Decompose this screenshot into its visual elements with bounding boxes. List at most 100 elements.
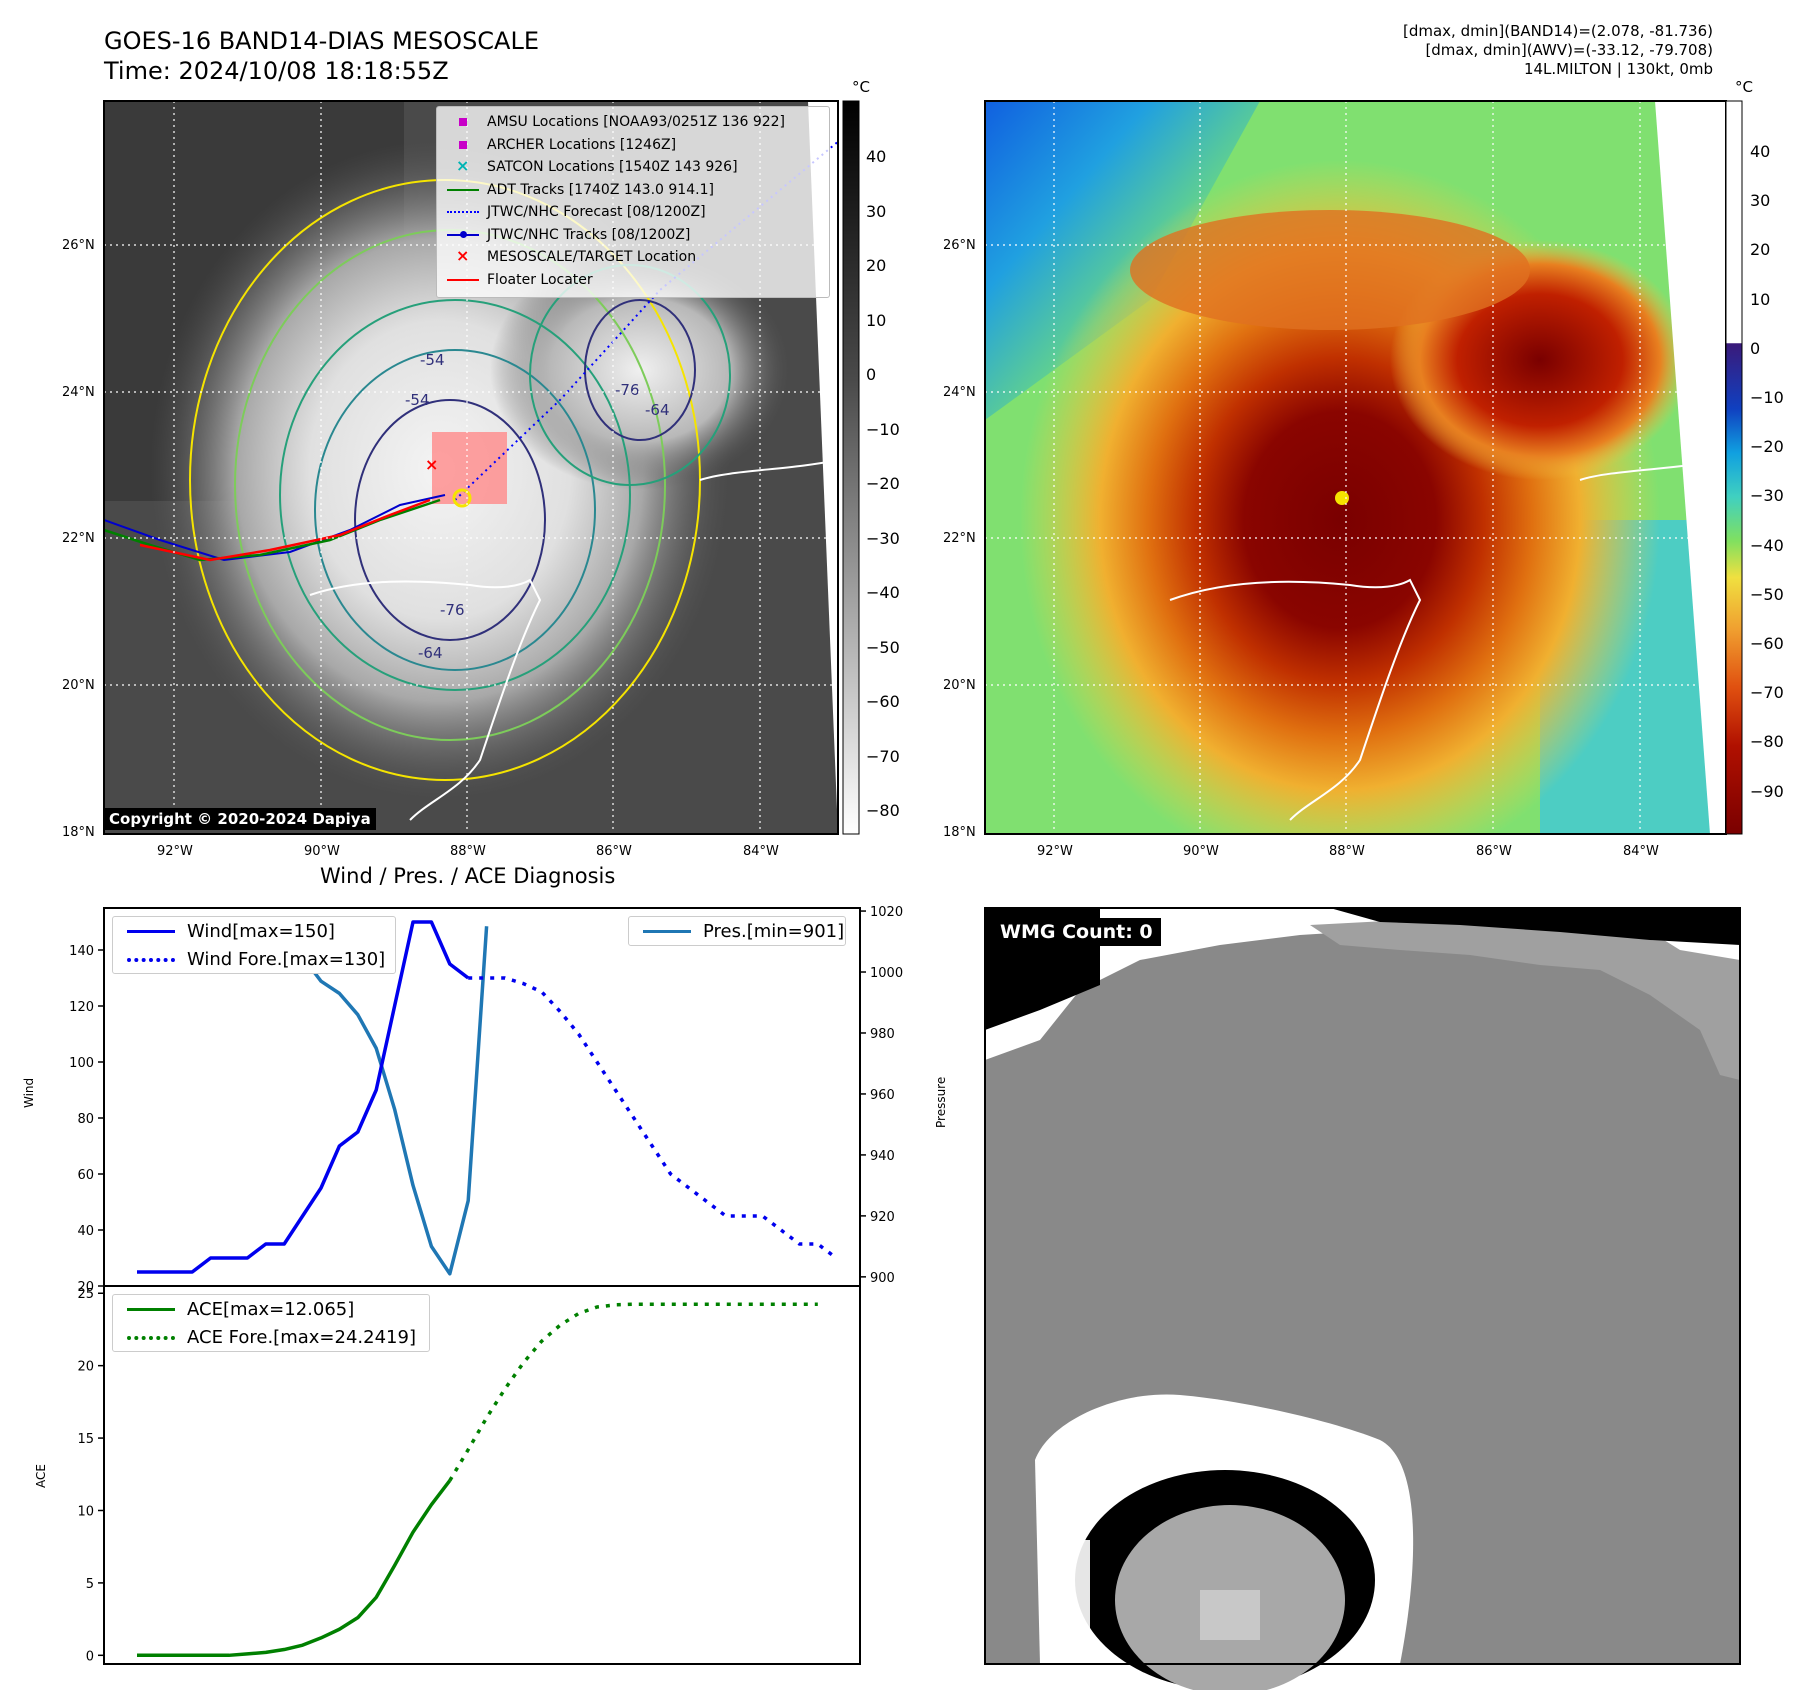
pres-legend: Pres.[min=901] (628, 916, 846, 946)
gray-colorbar (842, 100, 860, 835)
coastline-yucatan (309, 578, 542, 821)
map-legend-item: × SATCON Locations [1540Z 143 926] (437, 156, 738, 178)
pressure-ytick-label: 920 (870, 1210, 895, 1225)
target-marker: × (425, 455, 438, 474)
wmg-black-north (1330, 908, 1740, 945)
legend-item-wind-fore: Wind Fore.[max=130] (113, 945, 395, 973)
wmg-count-label: WMG Count: 0 (992, 918, 1161, 946)
ace-axis-label: ACE (34, 1464, 48, 1488)
map-legend-symbol (443, 134, 483, 156)
lat-label-right: 18°N (943, 825, 976, 840)
info-line-3: 14L.MILTON | 130kt, 0mb (1523, 60, 1713, 78)
wind-ytick-label: 80 (77, 1112, 94, 1127)
map-legend-symbol (443, 111, 483, 133)
color-colorbar-tick: 40 (1750, 142, 1771, 161)
map-legend-item: JTWC/NHC Tracks [08/1200Z] (437, 224, 690, 246)
legend-label: Wind[max=150] (187, 920, 335, 942)
pressure-ytick-label: 1000 (870, 966, 903, 981)
lat-label-right: 26°N (943, 238, 976, 253)
map-legend-label: SATCON Locations [1540Z 143 926] (487, 159, 738, 175)
map-legend-item: × MESOSCALE/TARGET Location (437, 246, 696, 268)
legend-label: Pres.[min=901] (703, 920, 845, 942)
lat-label-left: 18°N (62, 825, 95, 840)
map-legend-symbol: × (456, 156, 470, 175)
pressure-ytick-label: 1020 (870, 905, 903, 920)
gray-colorbar-tick: −70 (866, 746, 900, 766)
lon-label-right: 90°W (1183, 844, 1219, 859)
wind-series-group (137, 920, 838, 1276)
pressure-axis-label: Pressure (934, 1076, 948, 1128)
color-colorbar-tick: −10 (1750, 388, 1784, 407)
contour-teal2 (314, 349, 596, 671)
pressure-ytick-label: 980 (870, 1027, 895, 1042)
storm-cloud-ne (490, 250, 790, 490)
floater-track (139, 498, 431, 562)
color-colorbar-tick: 20 (1750, 240, 1771, 260)
color-colorbar-tick: −40 (1750, 535, 1784, 555)
legend-label: ACE[max=12.065] (187, 1298, 355, 1320)
ace-series-group (137, 1302, 818, 1658)
contour-label: -76 (440, 601, 465, 619)
ace-ytick-label: 10 (77, 1504, 94, 1519)
coastline-cuba-right (1579, 459, 1726, 481)
color-colorbar-tick: −20 (1750, 437, 1784, 457)
map-legend-symbol (443, 201, 483, 223)
lon-label-left: 84°W (743, 844, 779, 859)
title-line-1: GOES-16 BAND14-DIAS MESOSCALE (104, 27, 540, 55)
wmg-frame (984, 907, 1741, 1665)
lat-label-left: 22°N (62, 531, 95, 546)
map-legend-item: ADT Tracks [1740Z 143.0 914.1] (437, 179, 714, 201)
gray-colorbar-tick: −50 (866, 637, 900, 657)
copyright-badge: Copyright © 2020-2024 Dapiya (104, 808, 376, 830)
map-legend-item: JTWC/NHC Forecast [08/1200Z] (437, 201, 706, 223)
map-legend-item: Floater Locater (437, 269, 593, 291)
ace-forecast-line (448, 1302, 818, 1482)
lat-label-right: 22°N (943, 531, 976, 546)
map-legend-item: AMSU Locations [NOAA93/0251Z 136 922] (437, 111, 785, 133)
wind-ytick-label: 60 (77, 1168, 94, 1183)
wind-ytick-label: 100 (69, 1056, 94, 1071)
color-colorbar-tick: 30 (1750, 191, 1771, 211)
ace-ytick-label: 15 (77, 1432, 94, 1447)
lat-label-left: 26°N (62, 238, 95, 253)
diagnosis-title: Wind / Pres. / ACE Diagnosis (320, 864, 616, 888)
wmg-panel (985, 908, 1740, 1690)
map-legend-symbol (443, 179, 483, 201)
gray-colorbar-tick: 10 (866, 310, 887, 330)
storm-eye (452, 488, 472, 508)
contour-label: -54 (420, 351, 445, 369)
wind-ytick-label: 120 (69, 1000, 94, 1015)
ace-ytick-label: 5 (86, 1577, 94, 1592)
contour-navy-ne (584, 299, 696, 441)
wind-axis-label: Wind (22, 1077, 36, 1108)
contour-label: -76 (615, 381, 640, 399)
legend-label: Wind Fore.[max=130] (187, 948, 386, 970)
contour-label: -64 (418, 644, 443, 662)
map-legend-label: JTWC/NHC Tracks [08/1200Z] (487, 226, 691, 243)
gray-colorbar-tick: 30 (866, 201, 887, 221)
pressure-line (137, 924, 489, 1276)
floater-box (432, 432, 507, 504)
map-legend-item: ARCHER Locations [1246Z] (437, 134, 676, 156)
gray-colorbar-tick: −80 (866, 801, 900, 820)
gray-colorbar-tick: −10 (866, 419, 900, 439)
gray-colorbar-tick: −60 (866, 692, 900, 711)
contour-labels: -54 -54 -76 -64 -76 -64 (405, 351, 670, 662)
color-colorbar-tick: −50 (1750, 584, 1784, 604)
forecast-track (454, 140, 838, 501)
pressure-ytick-label: 940 (870, 1149, 895, 1164)
wind-ytick-label: 20 (77, 1280, 94, 1295)
lat-label-left: 24°N (62, 385, 95, 400)
storm-band-north (1130, 210, 1530, 330)
color-colorbar-tick: −30 (1750, 486, 1784, 506)
lon-label-left: 88°W (450, 844, 486, 859)
lon-label-right: 92°W (1037, 844, 1073, 859)
wind-line (137, 920, 470, 1274)
lon-label-left: 86°W (596, 844, 632, 859)
storm-eye-color (1335, 491, 1349, 505)
legend-item-ace-fore: ACE Fore.[max=24.2419] (113, 1323, 429, 1351)
gray-colorbar-unit: °C (852, 78, 870, 96)
pressure-ytick-label: 900 (870, 1271, 895, 1286)
legend-item-pres: Pres.[min=901] (629, 917, 845, 945)
